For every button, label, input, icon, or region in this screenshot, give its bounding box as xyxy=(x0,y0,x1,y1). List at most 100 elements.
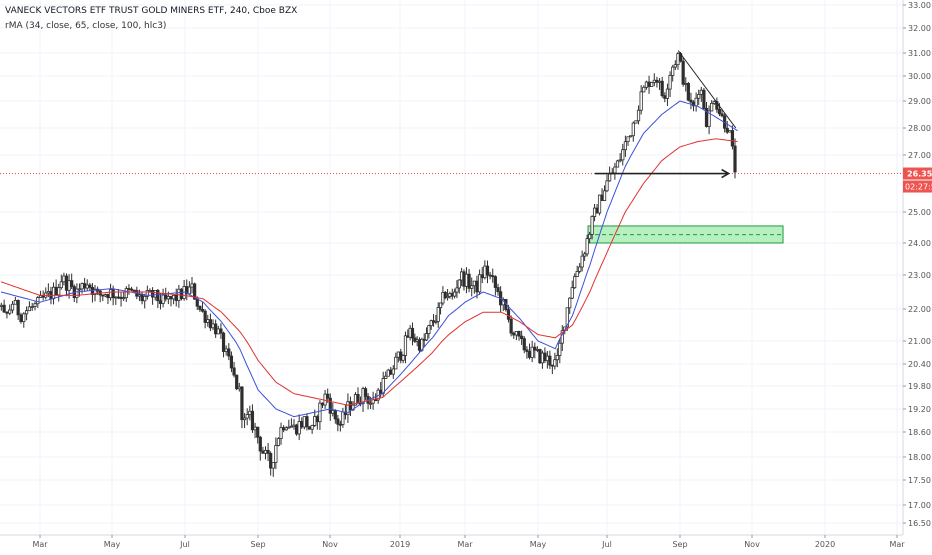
candle-body xyxy=(116,296,121,299)
candle-body xyxy=(725,127,729,133)
candle-body xyxy=(156,289,160,302)
y-tick-label: 20.40 xyxy=(908,360,931,369)
candle-body xyxy=(472,280,476,287)
candle-body xyxy=(22,313,26,323)
candle-body xyxy=(240,386,244,421)
candle-body xyxy=(548,355,552,366)
candle-body xyxy=(555,355,559,361)
candle-body xyxy=(284,427,288,431)
candle-body xyxy=(665,88,670,99)
candle-body xyxy=(323,393,327,406)
candle-body xyxy=(54,286,58,296)
candle-body xyxy=(161,294,165,304)
candle-body xyxy=(331,410,335,414)
candle-body xyxy=(520,335,524,340)
candle-body xyxy=(509,318,513,334)
countdown-tag-label: 02:27:54 xyxy=(905,183,932,192)
candle-body xyxy=(615,160,620,168)
candle-body xyxy=(8,309,12,314)
candle-body xyxy=(470,285,474,289)
candle-body xyxy=(464,273,469,287)
candle-body xyxy=(103,294,107,297)
y-tick-label: 17.00 xyxy=(908,501,931,510)
trendline xyxy=(677,50,737,129)
candle-body xyxy=(108,289,113,299)
candle-body xyxy=(618,159,622,162)
candle-body xyxy=(573,276,577,289)
candle-body xyxy=(583,253,587,257)
candle-body xyxy=(16,300,20,316)
candle-body xyxy=(710,102,714,112)
y-tick-label: 18.60 xyxy=(908,428,931,437)
candle-body xyxy=(114,296,118,299)
candle-body xyxy=(429,320,433,327)
candle-body xyxy=(148,290,152,292)
candle-body xyxy=(553,359,557,367)
candle-body xyxy=(219,328,223,334)
candle-body xyxy=(533,346,537,351)
x-tick-label: Nov xyxy=(744,540,760,549)
candle-body xyxy=(258,436,262,452)
x-tick-label: May xyxy=(530,540,547,549)
candle-body xyxy=(702,89,706,109)
candle-body xyxy=(269,453,273,469)
y-tick-label: 17.50 xyxy=(908,476,931,485)
x-tick-label: Mar xyxy=(32,540,48,549)
candle-body xyxy=(248,410,252,415)
candle-body xyxy=(485,265,490,276)
candle-body xyxy=(174,294,178,301)
chart-title: VANECK VECTORS ETF TRUST GOLD MINERS ETF… xyxy=(5,6,298,16)
candle-body xyxy=(187,286,191,295)
candle-body xyxy=(271,462,275,469)
candle-body xyxy=(276,438,281,446)
candle-body xyxy=(64,275,69,291)
candle-body xyxy=(488,274,492,277)
candle-body xyxy=(172,294,176,300)
candle-body xyxy=(699,89,703,95)
x-tick-label: 2020 xyxy=(815,540,835,549)
candle-body xyxy=(122,297,126,300)
candle-body xyxy=(540,352,545,364)
candle-body xyxy=(190,283,194,288)
candle-body xyxy=(597,194,602,214)
candle-body xyxy=(2,304,6,313)
gridlines xyxy=(0,0,903,535)
candle-body xyxy=(320,402,325,406)
candle-body xyxy=(80,283,84,290)
candle-body xyxy=(348,401,353,411)
candle-body xyxy=(621,149,625,161)
x-tick-label: 2019 xyxy=(390,540,410,549)
candle-body xyxy=(514,331,518,336)
candle-body xyxy=(279,427,283,440)
candle-body xyxy=(294,424,299,435)
candle-body xyxy=(59,281,63,289)
candle-body xyxy=(697,94,701,99)
candle-body xyxy=(129,288,134,291)
candle-body xyxy=(19,314,23,323)
candle-body xyxy=(394,356,398,370)
candle-body xyxy=(232,367,236,376)
candle-body xyxy=(0,304,3,307)
ma-slow-line xyxy=(0,138,738,406)
candle-body xyxy=(455,287,459,293)
candle-body xyxy=(379,389,383,394)
candle-body xyxy=(543,352,547,362)
candle-body xyxy=(673,64,677,68)
candle-body xyxy=(211,323,215,329)
candle-body xyxy=(203,310,207,323)
candle-body xyxy=(263,449,268,454)
candle-body xyxy=(62,275,66,283)
candle-body xyxy=(261,450,265,454)
x-tick-label: Mar xyxy=(889,540,905,549)
candle-body xyxy=(389,369,393,375)
candle-body xyxy=(600,194,604,201)
candle-body xyxy=(310,425,314,430)
candle-body xyxy=(315,416,319,423)
candle-body xyxy=(384,375,388,379)
arrow-head xyxy=(721,168,731,179)
candle-body xyxy=(434,320,438,323)
x-tick-label: Mar xyxy=(457,540,473,549)
